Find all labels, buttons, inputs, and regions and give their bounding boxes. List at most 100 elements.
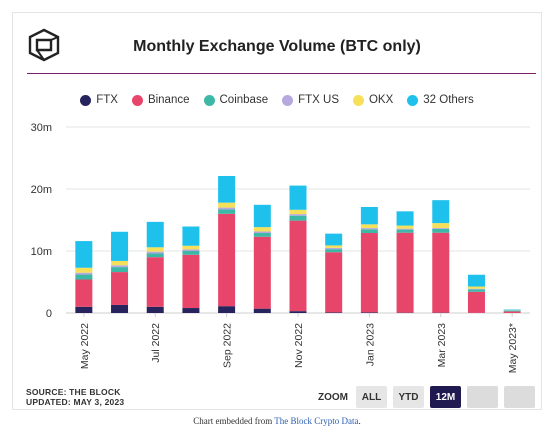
bar-segment — [218, 306, 236, 313]
bar-segment — [467, 289, 485, 292]
bar-segment — [75, 274, 93, 280]
legend-label: FTX US — [298, 94, 339, 106]
zoom-extra-button-1[interactable] — [467, 386, 498, 408]
bar-segment — [111, 267, 129, 273]
bar-segment — [182, 254, 200, 309]
the-block-data-link[interactable]: The Block Crypto Data — [274, 416, 359, 426]
bar-segment — [289, 185, 307, 210]
legend-item[interactable]: Binance — [131, 94, 190, 106]
bar-segment — [396, 225, 414, 229]
bar-segment — [146, 306, 164, 313]
bar-segment — [75, 241, 93, 268]
bar-segment — [325, 252, 343, 313]
bar-segment — [289, 311, 307, 313]
bar-segment — [182, 251, 200, 255]
bar-segment — [325, 312, 343, 313]
bar-segment — [75, 279, 93, 307]
y-tick-label: 0 — [46, 308, 52, 320]
bar-segment — [432, 200, 450, 224]
zoom-all-button[interactable]: ALL — [356, 386, 387, 408]
bar-segment — [396, 211, 414, 226]
legend-label: Binance — [147, 94, 190, 106]
y-tick-label: 20m — [31, 184, 52, 196]
bar-segment — [218, 175, 236, 203]
bar-segment — [75, 272, 93, 275]
bar-segment — [325, 247, 343, 250]
legend-label: 32 Others — [423, 94, 474, 106]
bar-segment — [146, 247, 164, 252]
legend-label: OKX — [368, 94, 394, 106]
bar-segment — [111, 260, 129, 266]
bar-segment — [360, 224, 378, 229]
chart-legend: FTX Binance Coinbase FTX US OKX 32 Others — [0, 94, 554, 106]
chart-title: Monthly Exchange Volume (BTC only) — [133, 38, 421, 55]
bar-segment — [111, 231, 129, 261]
bar-segment — [289, 215, 307, 221]
bar-segment — [75, 306, 93, 313]
zoom-12m-button[interactable]: 12M — [430, 386, 461, 408]
embed-prefix: Chart embedded from — [193, 416, 275, 426]
bar-segment — [146, 251, 164, 254]
bar-segment — [182, 249, 200, 251]
bar-segment — [432, 223, 450, 229]
y-tick-label: 10m — [31, 246, 52, 258]
bar-segment — [253, 204, 271, 228]
x-tick-label: Jul 2022 — [150, 323, 162, 363]
bar-segment — [218, 207, 236, 210]
title-divider — [27, 73, 536, 74]
x-tick-label: May 2023* — [507, 323, 519, 373]
legend-item[interactable]: OKX — [352, 94, 394, 106]
bar-segment — [111, 265, 129, 268]
bar-segment — [396, 232, 414, 313]
legend-item[interactable]: FTX US — [282, 94, 339, 106]
legend-swatch — [407, 94, 419, 106]
bar-segment — [467, 291, 485, 313]
bar-segment — [218, 213, 236, 307]
bar-segment — [360, 233, 378, 313]
bar-segment — [253, 308, 271, 313]
bar-segment — [253, 236, 271, 309]
legend-item[interactable]: Coinbase — [203, 94, 269, 106]
source-line: SOURCE: THE BLOCK — [26, 387, 121, 397]
y-tick-label: 30m — [31, 122, 52, 134]
the-block-cube-logo-icon — [28, 28, 60, 62]
zoom-extra-button-2[interactable] — [504, 386, 535, 408]
zoom-ytd-button[interactable]: YTD — [393, 386, 424, 408]
legend-swatch — [203, 94, 215, 106]
bar-segment — [325, 249, 343, 253]
bar-segment — [253, 227, 271, 232]
bar-segment — [75, 267, 93, 273]
zoom-controls: ZOOM ALL YTD 12M — [318, 386, 535, 408]
legend-swatch — [131, 94, 143, 106]
bar-segment — [467, 286, 485, 289]
x-tick-label: Jan 2023 — [364, 323, 376, 366]
bar-segment — [253, 231, 271, 234]
legend-label: Coinbase — [219, 94, 269, 106]
bar-segment — [396, 229, 414, 233]
embed-note: Chart embedded from The Block Crypto Dat… — [0, 416, 554, 426]
bar-segment — [396, 228, 414, 230]
bar-segment — [289, 214, 307, 216]
legend-label: FTX — [96, 94, 118, 106]
bar-segment — [360, 228, 378, 230]
updated-line: UPDATED: MAY 3, 2023 — [26, 397, 125, 407]
zoom-label: ZOOM — [318, 391, 348, 403]
bar-segment — [146, 221, 164, 248]
bar-segment — [182, 308, 200, 313]
bar-segment — [289, 209, 307, 215]
bar-segment — [360, 229, 378, 234]
bar-segment — [432, 228, 450, 233]
x-tick-label: Nov 2022 — [293, 323, 305, 368]
embed-suffix: . — [358, 416, 361, 426]
bar-segment — [146, 257, 164, 307]
legend-item[interactable]: 32 Others — [407, 94, 474, 106]
bar-segment — [111, 304, 129, 313]
bar-segment — [432, 228, 450, 229]
legend-item[interactable]: FTX — [80, 94, 118, 106]
legend-swatch — [80, 94, 92, 106]
bar-segment — [360, 206, 378, 225]
legend-swatch — [352, 94, 364, 106]
bar-segment — [218, 202, 236, 208]
bar-segment — [325, 233, 343, 246]
